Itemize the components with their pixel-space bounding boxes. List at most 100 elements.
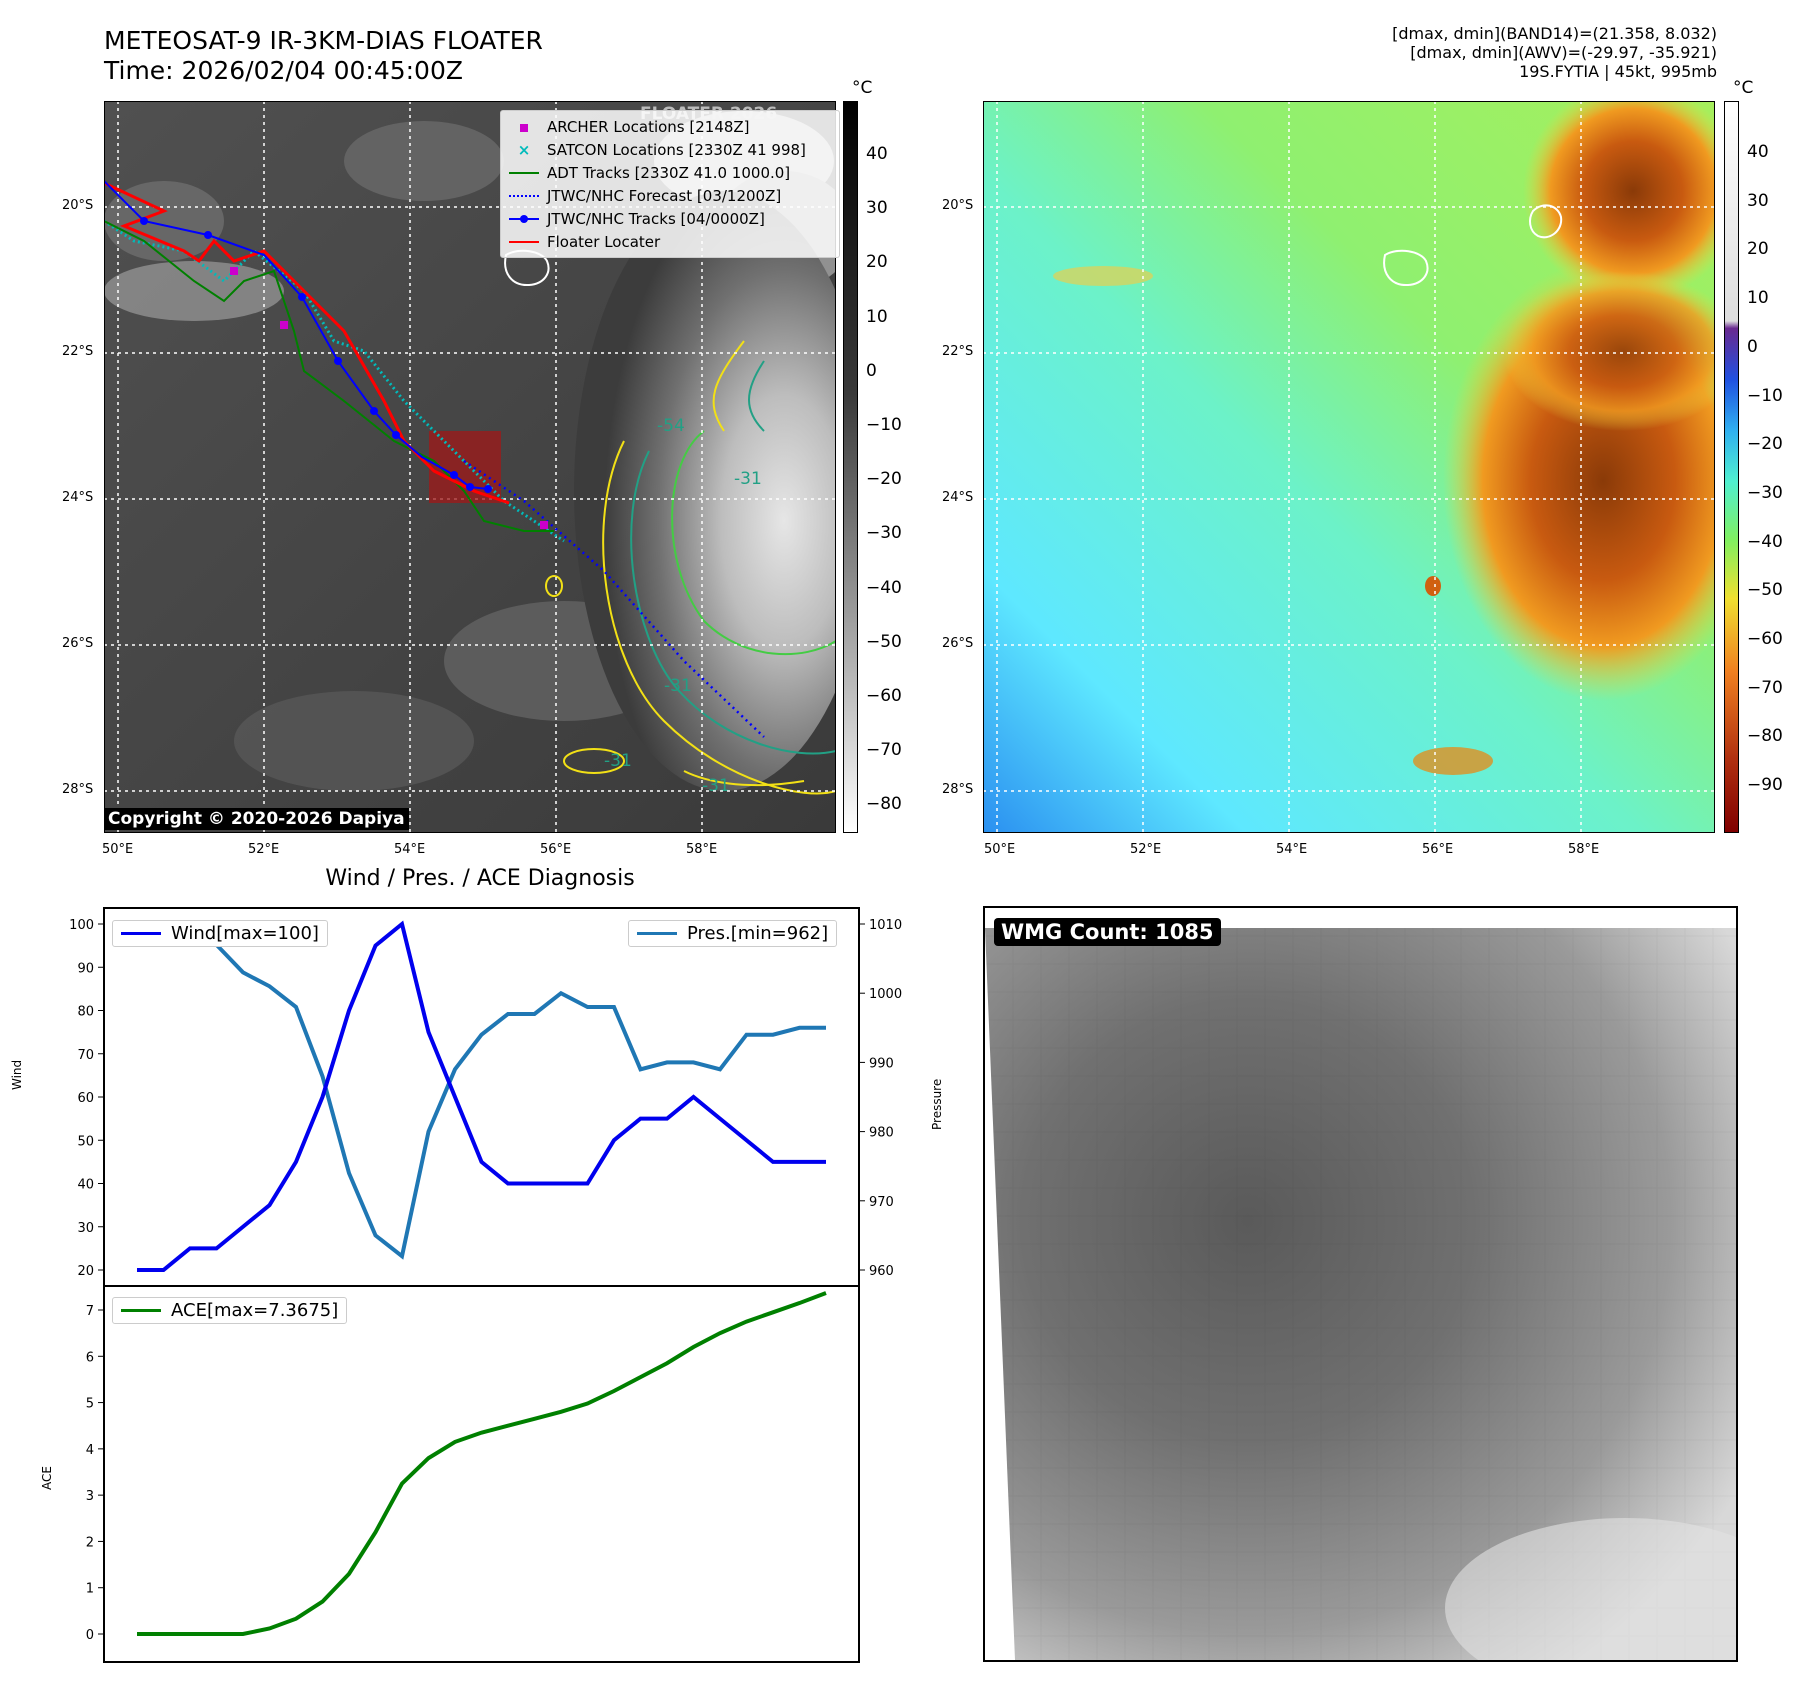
- lat-label: 26°S: [942, 636, 974, 651]
- lon-label: 52°E: [248, 842, 280, 857]
- legend-item: × SATCON Locations [2330Z 41 998]: [509, 138, 831, 161]
- y-tick-label: 6: [86, 1350, 94, 1365]
- colorbar-tick-label: −60: [866, 686, 902, 706]
- y-right-tick-label: 980: [869, 1126, 894, 1141]
- floater-track: [104, 181, 510, 505]
- y-tick-label: 40: [77, 1178, 94, 1193]
- y-tick-label: 90: [77, 961, 94, 976]
- wmg-count-badge: WMG Count: 1085: [994, 918, 1221, 946]
- y-tick-label: 50: [77, 1134, 94, 1149]
- line-icon: [637, 932, 677, 935]
- colorbar-tick-label: −30: [1747, 482, 1783, 503]
- colorbar-tick-label: 0: [1747, 336, 1758, 357]
- legend-item: JTWC/NHC Tracks [04/0000Z]: [509, 207, 831, 230]
- y-tick-label: 30: [77, 1221, 94, 1236]
- colorbar-tick-label: 10: [866, 306, 888, 327]
- lon-label: 58°E: [1568, 842, 1600, 857]
- ace-series-line: [137, 1291, 827, 1636]
- lat-label: 28°S: [942, 782, 974, 797]
- colorbar-tick-label: −20: [866, 469, 902, 490]
- solid-line-icon: [509, 240, 539, 243]
- wmg-image: [985, 928, 1736, 1660]
- satellite-title: METEOSAT-9 IR-3KM-DIAS FLOATER: [104, 26, 543, 55]
- y-tick-label: 3: [86, 1489, 94, 1504]
- reunion-island-outline: [1383, 249, 1429, 287]
- lon-label: 58°E: [686, 842, 718, 857]
- colorbar-right: [1724, 101, 1739, 833]
- colorbar-tick-label: 40: [1747, 142, 1769, 162]
- colorbar-left: [843, 101, 858, 833]
- colorbar-tick-label: −70: [1747, 677, 1783, 698]
- lon-label: 50°E: [984, 842, 1016, 857]
- track-legend: ARCHER Locations [2148Z] × SATCON Locati…: [500, 110, 840, 258]
- y-right-tick-label: 970: [869, 1195, 894, 1210]
- legend-item: JTWC/NHC Forecast [03/1200Z]: [509, 184, 831, 207]
- contour-label: -31: [664, 676, 692, 696]
- wind-legend: Wind[max=100]: [112, 920, 328, 947]
- colorbar-tick-label: −90: [1747, 775, 1783, 796]
- y-tick-label: 60: [77, 1091, 94, 1106]
- solid-line-icon: [509, 171, 539, 174]
- colorbar-tick-label: 10: [1747, 288, 1769, 309]
- y-tick-label: 1: [86, 1582, 94, 1597]
- colorbar-tick-label: −80: [866, 794, 902, 815]
- band14-minmax: [dmax, dmin](BAND14)=(21.358, 8.032): [1392, 24, 1717, 43]
- contour-label: -31: [604, 751, 632, 771]
- colorbar-tick-label: 0: [866, 360, 877, 381]
- lon-label: 54°E: [1276, 842, 1308, 857]
- y-right-tick-label: 960: [869, 1264, 894, 1279]
- lon-label: 56°E: [540, 842, 572, 857]
- mauritius-island-outline: [1529, 204, 1563, 239]
- colorbar-tick-label: −50: [1747, 580, 1783, 601]
- adt-track: [104, 220, 554, 532]
- y-tick-label: 7: [86, 1304, 94, 1319]
- lon-label: 56°E: [1422, 842, 1454, 857]
- lat-label: 20°S: [62, 198, 94, 213]
- y-right-tick-label: 990: [869, 1056, 894, 1071]
- awv-map: [983, 101, 1715, 833]
- cbar-unit-right: °C: [1733, 78, 1754, 98]
- y-tick-label: 4: [86, 1443, 94, 1458]
- colorbar-tick-label: −20: [1747, 434, 1783, 455]
- wmg-panel: [983, 906, 1738, 1662]
- lat-label: 24°S: [62, 490, 94, 505]
- contour-label: -54: [657, 416, 685, 436]
- lon-label: 52°E: [1130, 842, 1162, 857]
- colorbar-tick-label: −70: [866, 740, 902, 761]
- square-marker-icon: [509, 118, 539, 136]
- contour-label: -31: [734, 469, 762, 489]
- lat-label: 24°S: [942, 490, 974, 505]
- satcon-track: [104, 219, 565, 543]
- contour-label: -31: [702, 776, 730, 796]
- colorbar-tick-label: −10: [866, 415, 902, 435]
- lon-label: 54°E: [394, 842, 426, 857]
- y-tick-label: 70: [77, 1048, 94, 1063]
- colorbar-tick-label: −30: [866, 523, 902, 544]
- colorbar-tick-label: 20: [866, 252, 888, 273]
- y-tick-label: 2: [86, 1535, 94, 1550]
- left-panel-title: METEOSAT-9 IR-3KM-DIAS FLOATER Time: 202…: [104, 26, 543, 86]
- ace-legend: ACE[max=7.3675]: [112, 1297, 348, 1324]
- colorbar-tick-label: 20: [1747, 239, 1769, 260]
- wind-pressure-ace-chart: 20 30 40 50 60 70 80 90 100 960 970 980 990 1000 1010 0…: [69, 907, 902, 1663]
- x-marker-icon: ×: [517, 140, 531, 159]
- legend-item: ARCHER Locations [2148Z]: [509, 115, 831, 138]
- time-label: Time: 2026/02/04 00:45:00Z: [104, 56, 463, 85]
- y-tick-label: 5: [86, 1397, 94, 1412]
- colorbar-tick-label: 40: [866, 144, 888, 164]
- line-with-dots-icon: [509, 214, 539, 223]
- right-panel-info: [dmax, dmin](BAND14)=(21.358, 8.032) [dm…: [1392, 24, 1717, 81]
- y-right-tick-label: 1000: [869, 987, 902, 1002]
- y-tick-label: 100: [69, 918, 94, 933]
- legend-item: ADT Tracks [2330Z 41.0 1000.0]: [509, 161, 831, 184]
- pressure-legend: Pres.[min=962]: [628, 920, 838, 947]
- colorbar-tick-label: −40: [1747, 531, 1783, 552]
- lat-label: 20°S: [942, 198, 974, 213]
- colorbar-tick-label: 30: [1747, 190, 1769, 211]
- storm-info: 19S.FYTIA | 45kt, 995mb: [1519, 62, 1717, 81]
- wind-series-line: [137, 920, 826, 1272]
- y-tick-label: 0: [86, 1628, 94, 1643]
- colorbar-tick-label: −80: [1747, 726, 1783, 747]
- legend-item: Floater Locater: [509, 230, 831, 253]
- colorbar-tick-label: −10: [1747, 385, 1783, 406]
